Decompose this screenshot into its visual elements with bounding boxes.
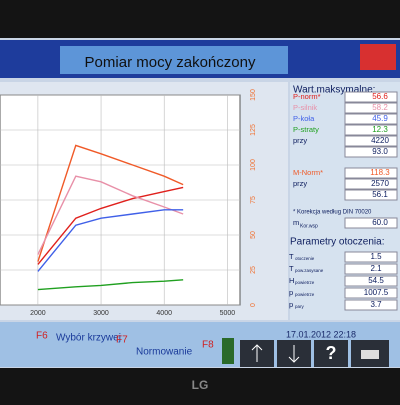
- env-label: H: [289, 276, 294, 285]
- y-tick-label: 75: [250, 196, 257, 204]
- env-value: 1.5: [370, 252, 382, 261]
- key[interactable]: F6: [36, 331, 48, 342]
- down-icon: [288, 345, 300, 363]
- value-box: [344, 217, 398, 229]
- value-box: [344, 167, 398, 179]
- env-sub: pow.zasysane: [295, 268, 324, 273]
- series-line: [37, 279, 184, 291]
- key[interactable]: F8: [202, 340, 214, 351]
- env-title: Parametry otoczenia:: [290, 237, 385, 248]
- y-tick-label: 0: [250, 303, 257, 307]
- y-tick-label: 25: [250, 266, 257, 274]
- date: 17.01.2012 22:18: [286, 329, 356, 339]
- value-box: [344, 189, 398, 201]
- series-line: [37, 186, 184, 265]
- env-sub: pary: [295, 304, 305, 309]
- value-box: [344, 146, 398, 158]
- help-icon: ?: [326, 343, 337, 363]
- x-tick-label: 5000: [220, 310, 236, 317]
- row-value: 12.3: [372, 125, 388, 134]
- value-box: [344, 251, 398, 263]
- value-box: [344, 91, 398, 103]
- env-label: T: [289, 252, 294, 261]
- env-value: 2.1: [370, 264, 382, 273]
- value-box: [344, 299, 398, 311]
- row-label: P-koła: [293, 114, 315, 123]
- value-box: [344, 124, 398, 136]
- x-tick-label: 2000: [30, 310, 46, 317]
- env-label: p: [289, 288, 293, 297]
- row-label: przy: [293, 136, 307, 145]
- y-tick-label: 150: [250, 89, 257, 101]
- value-box: [344, 113, 398, 125]
- x-tick-label: 3000: [93, 310, 109, 317]
- row-value: 4220: [371, 136, 389, 145]
- key[interactable]: F7: [116, 335, 128, 346]
- value-box: [344, 178, 398, 190]
- row-label: M-Norm*: [293, 168, 323, 177]
- up-icon: [251, 344, 263, 362]
- row-value: 93.0: [372, 147, 388, 156]
- help-button[interactable]: [314, 340, 348, 367]
- row-value: 2570: [371, 179, 389, 188]
- value-box: [344, 263, 398, 275]
- panel-title: Wart.maksymalne:: [293, 85, 375, 96]
- value-box: [344, 135, 398, 147]
- correction-note: * Korekcja według DIN 70020: [293, 210, 372, 216]
- env-value: 3.7: [370, 300, 382, 309]
- row-label: przy: [293, 179, 307, 188]
- print-icon: [361, 350, 379, 359]
- env-sub: powietrze: [295, 292, 315, 297]
- chart: 20003000400050000255075100125150n [rpm]: [0, 89, 257, 330]
- y-tick-label: 100: [250, 159, 257, 171]
- panel-values: Wart.maksymalne:P-norm* 56.6 P-silnik 58.2 P…: [289, 85, 398, 311]
- row-label: P-silnik: [293, 103, 317, 112]
- row-value: 56.6: [372, 92, 388, 101]
- series-line: [37, 144, 184, 262]
- series-line: [37, 209, 184, 272]
- env-sub: otoczenie: [295, 256, 315, 261]
- indicator: [222, 338, 234, 364]
- brand: LG: [192, 378, 209, 392]
- row-value: 118.3: [370, 168, 390, 177]
- row-label: P-straty: [293, 125, 319, 134]
- y-tick-label: 50: [250, 231, 257, 239]
- m-sub: Kor.wsp: [300, 223, 318, 229]
- y-tick-label: 125: [250, 124, 257, 136]
- value-box: [344, 287, 398, 299]
- row-value: 45.9: [372, 114, 388, 123]
- m-label: m: [293, 218, 299, 227]
- row-value: 58.2: [372, 103, 388, 112]
- m-value: 60.0: [372, 218, 388, 227]
- title: Pomiar mocy zakończony: [85, 54, 256, 71]
- env-sub: powietrze: [295, 280, 315, 285]
- env-value: 1007.5: [364, 288, 389, 297]
- env-label: T: [289, 264, 294, 273]
- row-label: P-norm*: [293, 92, 321, 101]
- value-box: [344, 275, 398, 287]
- env-label: p: [289, 300, 293, 309]
- row-value: 56.1: [372, 190, 388, 199]
- env-value: 54.5: [368, 276, 384, 285]
- key-label[interactable]: Normowanie: [136, 347, 193, 358]
- series-line: [37, 175, 184, 255]
- title-box: [60, 46, 288, 74]
- key-label[interactable]: Wybór krzywej: [56, 333, 121, 344]
- value-box: [344, 102, 398, 114]
- x-tick-label: 4000: [156, 310, 172, 317]
- status-icon[interactable]: [360, 44, 396, 70]
